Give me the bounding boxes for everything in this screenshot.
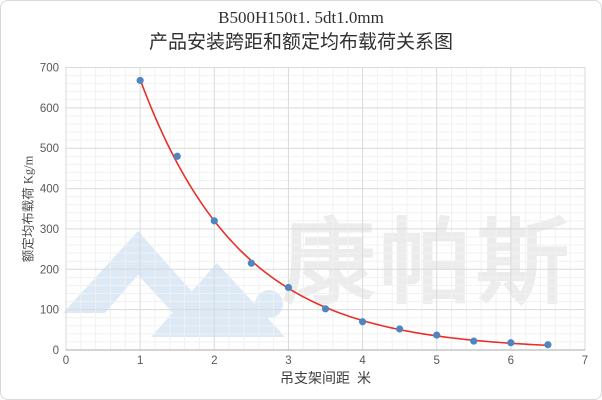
y-tick-label: 0	[53, 345, 59, 357]
x-tick-label: 2	[211, 355, 217, 367]
x-tick-label: 4	[359, 355, 366, 367]
data-point	[210, 217, 218, 225]
chart-title-line1: B500H150t1. 5dt1.0mm	[218, 8, 384, 27]
y-tick-label: 700	[40, 63, 59, 75]
x-tick-label: 0	[63, 355, 69, 367]
data-point	[544, 341, 552, 349]
x-axis-title: 吊支架间距 米	[280, 372, 371, 387]
x-tick-label: 1	[137, 355, 143, 367]
x-tick-label: 5	[434, 355, 440, 367]
x-tick-label: 7	[582, 355, 588, 367]
trendline-curve	[139, 78, 549, 347]
x-tick-label: 3	[285, 355, 291, 367]
data-point	[321, 305, 330, 313]
data-point	[507, 339, 515, 347]
y-tick-label: 400	[40, 184, 59, 196]
data-point	[358, 318, 367, 326]
y-tick-label: 200	[40, 264, 59, 276]
y-tick-label: 600	[40, 103, 59, 115]
data-point	[433, 331, 441, 339]
y-tick-label: 500	[40, 143, 59, 155]
data-point	[173, 152, 181, 160]
data-point	[396, 325, 404, 333]
y-tick-label: 300	[40, 224, 59, 236]
data-point	[247, 259, 255, 267]
data-point	[284, 283, 293, 292]
y-tick-label: 100	[40, 305, 59, 317]
x-tick-label: 6	[508, 355, 514, 367]
data-point	[136, 76, 144, 85]
y-axis-title: 额定均布载荷 Kg/m	[21, 155, 36, 263]
data-point	[470, 337, 478, 345]
chart-title-line2: 产品安装跨距和额定均布载荷关系图	[148, 32, 453, 53]
